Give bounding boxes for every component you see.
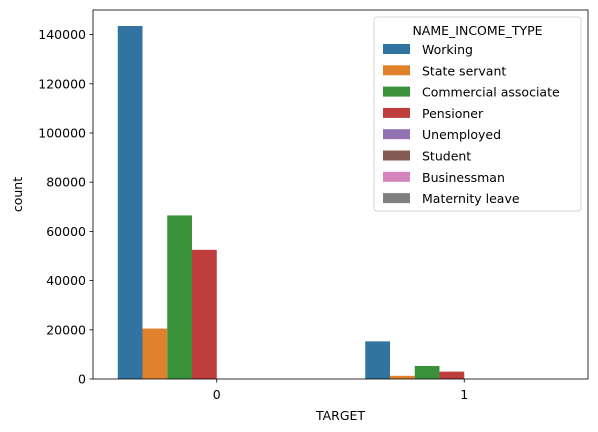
legend-box: [373, 16, 582, 212]
legend-swatch-businessman: [383, 171, 410, 182]
legend-swatch-state-servant: [383, 65, 410, 76]
axes-group: 0 20000 40000 60000 80000 100000 120000 140000 0…: [10, 9, 589, 423]
legend-swatch-pensioner: [383, 107, 410, 118]
legend-entry-label: Pensioner: [422, 106, 484, 121]
bars-group: [117, 25, 489, 380]
plot-frame: [92, 9, 589, 380]
y-tick-label: 120000: [38, 76, 86, 91]
x-axis-label: TARGET: [315, 408, 365, 423]
bar-working-0: [117, 25, 143, 380]
legend-swatch-working: [383, 44, 410, 54]
x-tick-label: 1: [460, 387, 468, 402]
bar-working-1: [365, 341, 390, 379]
bar-pensioner-1: [439, 371, 465, 379]
legend-swatch-maternity-leave: [383, 193, 410, 204]
legend-swatch-commercial-associate: [383, 86, 410, 97]
legend-entry-label: Student: [422, 149, 471, 164]
y-tick-label: 40000: [46, 273, 86, 288]
bar-commercial-associate-0: [167, 215, 192, 379]
y-tick-label: 60000: [46, 224, 86, 239]
y-tick-label: 20000: [46, 322, 86, 337]
y-tick-label: 0: [78, 372, 86, 387]
legend-title: NAME_INCOME_TYPE: [412, 23, 542, 38]
legend-swatch-student: [383, 150, 410, 161]
y-tick-label: 140000: [38, 27, 86, 42]
bar-state-servant-0: [142, 328, 168, 379]
legend-entry-label: Working: [422, 42, 473, 57]
bar-state-servant-1: [390, 375, 415, 379]
y-tick-label: 100000: [38, 126, 86, 141]
bar-pensioner-0: [192, 249, 217, 379]
legend-entry-label: State servant: [422, 63, 506, 78]
bar-commercial-associate-1: [414, 365, 440, 379]
legend-entry-label: Commercial associate: [422, 85, 560, 100]
legend: NAME_INCOME_TYPE Working State servant Comm…: [373, 16, 582, 212]
legend-swatch-unemployed: [383, 129, 410, 140]
x-tick-label: 0: [213, 387, 221, 402]
legend-entry-label: Maternity leave: [422, 191, 520, 206]
y-axis-label: count: [10, 177, 25, 212]
legend-entry-label: Unemployed: [422, 127, 501, 142]
y-tick-label: 80000: [46, 175, 86, 190]
legend-entry-label: Businessman: [422, 170, 505, 185]
